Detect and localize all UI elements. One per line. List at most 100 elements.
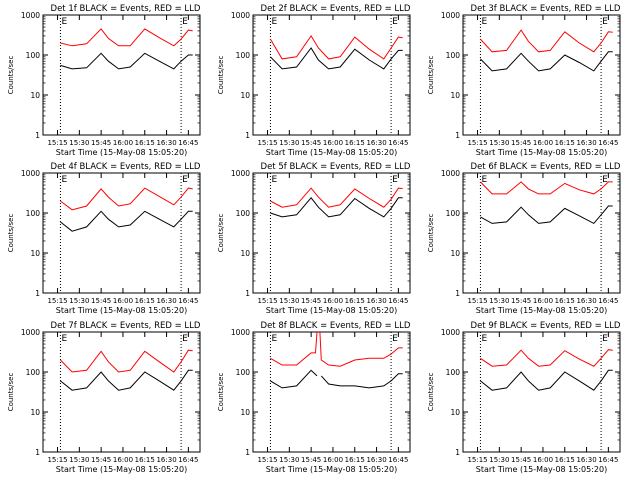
- plot-frame: [462, 14, 621, 136]
- x-tick-label: 16:15: [135, 456, 155, 464]
- y-tick-label: 10: [450, 408, 460, 417]
- chart-title: Det 3f BLACK = Events, RED = LLD: [471, 4, 621, 14]
- x-tick-label: 15:45: [511, 297, 531, 305]
- x-tick-label: 15:45: [91, 456, 111, 464]
- x-tick-label: 15:45: [511, 139, 531, 147]
- x-tick-label: 15:15: [47, 297, 67, 305]
- chart-panel-2: Det 2f BLACK = Events, RED = LLD Counts/s…: [217, 4, 411, 157]
- events-series-line: [480, 205, 613, 225]
- y-axis-label: Counts/sec: [217, 56, 225, 95]
- marker-label: E: [182, 334, 188, 344]
- chart-panel-1: Det 1f BLACK = Events, RED = LLD Counts/s…: [7, 4, 201, 157]
- events-series-line: [320, 373, 403, 389]
- events-series-line: [60, 369, 193, 391]
- x-tick-label: 16:15: [555, 456, 575, 464]
- x-tick-label: 15:30: [69, 456, 89, 464]
- y-axis-label: Counts/sec: [427, 56, 435, 95]
- x-tick-label: 16:45: [598, 456, 618, 464]
- plot-frame: [462, 172, 621, 294]
- y-tick-label: 1000: [21, 328, 40, 337]
- y-tick-label: 1: [35, 448, 40, 457]
- lld-series-line: [60, 187, 193, 211]
- y-axis-label: Counts/sec: [7, 373, 15, 412]
- x-tick-label: 16:00: [113, 139, 133, 147]
- x-tick-label: 16:00: [533, 297, 553, 305]
- y-tick-label: 100: [26, 209, 41, 218]
- x-tick-label: 15:15: [47, 456, 67, 464]
- x-tick-label: 16:00: [323, 297, 343, 305]
- marker-label: E: [182, 175, 188, 185]
- x-tick-label: 15:30: [489, 297, 509, 305]
- x-tick-label: 16:15: [345, 297, 365, 305]
- y-tick-label: 1000: [21, 169, 40, 178]
- lld-series-line: [60, 349, 193, 373]
- y-tick-label: 100: [446, 209, 461, 218]
- x-axis-label: Start Time (15-May-08 15:05:20): [476, 306, 607, 315]
- chart-title: Det 2f BLACK = Events, RED = LLD: [261, 4, 411, 14]
- chart-panel-6: Det 6f BLACK = Events, RED = LLD Counts/s…: [427, 162, 621, 315]
- x-tick-label: 15:45: [301, 456, 321, 464]
- x-tick-label: 16:30: [576, 456, 596, 464]
- x-axis-label: Start Time (15-May-08 15:05:20): [476, 148, 607, 157]
- y-tick-label: 10: [30, 408, 40, 417]
- y-tick-label: 1000: [21, 11, 40, 20]
- x-tick-label: 16:45: [388, 139, 408, 147]
- y-tick-label: 1: [455, 131, 460, 140]
- y-tick-label: 10: [30, 91, 40, 100]
- x-tick-label: 15:15: [257, 139, 277, 147]
- marker-label: E: [392, 175, 398, 185]
- lld-series-line: [270, 187, 403, 208]
- chart-title: Det 6f BLACK = Events, RED = LLD: [471, 162, 621, 172]
- y-axis-label: Counts/sec: [7, 56, 15, 95]
- y-tick-label: 100: [446, 51, 461, 60]
- x-tick-label: 16:30: [576, 139, 596, 147]
- y-tick-label: 100: [26, 51, 41, 60]
- events-series-line: [270, 197, 403, 218]
- y-tick-label: 10: [240, 91, 250, 100]
- chart-panel-3: Det 3f BLACK = Events, RED = LLD Counts/s…: [427, 4, 621, 157]
- x-tick-label: 15:45: [301, 139, 321, 147]
- chart-title: Det 1f BLACK = Events, RED = LLD: [51, 4, 201, 14]
- x-axis-label: Start Time (15-May-08 15:05:20): [266, 148, 397, 157]
- y-tick-label: 1000: [441, 11, 460, 20]
- y-tick-label: 1000: [231, 328, 250, 337]
- x-tick-label: 16:00: [113, 456, 133, 464]
- plot-frame: [42, 331, 201, 453]
- y-axis-label: Counts/sec: [217, 373, 225, 412]
- y-tick-label: 1000: [231, 11, 250, 20]
- y-tick-label: 100: [26, 368, 41, 377]
- lld-series-line: [480, 29, 613, 53]
- y-tick-label: 1000: [441, 328, 460, 337]
- x-tick-label: 16:30: [156, 297, 176, 305]
- x-tick-label: 15:30: [69, 297, 89, 305]
- y-tick-label: 100: [236, 209, 251, 218]
- x-tick-label: 15:30: [279, 456, 299, 464]
- plot-frame: [252, 172, 411, 294]
- x-axis-label: Start Time (15-May-08 15:05:20): [266, 306, 397, 315]
- x-tick-label: 16:30: [366, 456, 386, 464]
- marker-label: E: [61, 17, 67, 27]
- y-axis-label: Counts/sec: [217, 214, 225, 253]
- x-tick-label: 15:30: [279, 297, 299, 305]
- chart-panel-7: Det 7f BLACK = Events, RED = LLD Counts/s…: [7, 321, 201, 474]
- y-tick-label: 1: [245, 131, 250, 140]
- marker-label: E: [602, 175, 608, 185]
- y-tick-label: 10: [450, 249, 460, 258]
- x-tick-label: 16:15: [135, 139, 155, 147]
- x-tick-label: 16:45: [598, 139, 618, 147]
- marker-label: E: [602, 17, 608, 27]
- y-tick-label: 10: [240, 249, 250, 258]
- lld-series-line: [269, 34, 403, 60]
- lld-series-line: [319, 331, 403, 367]
- y-tick-label: 1: [35, 131, 40, 140]
- marker-label: E: [481, 175, 487, 185]
- x-axis-label: Start Time (15-May-08 15:05:20): [266, 465, 397, 474]
- plot-frame: [252, 14, 411, 136]
- y-tick-label: 1: [455, 448, 460, 457]
- x-tick-label: 15:30: [489, 139, 509, 147]
- x-tick-label: 16:30: [156, 456, 176, 464]
- x-tick-label: 16:15: [555, 139, 575, 147]
- x-tick-label: 16:30: [156, 139, 176, 147]
- chart-title: Det 8f BLACK = Events, RED = LLD: [261, 321, 411, 331]
- chart-title: Det 4f BLACK = Events, RED = LLD: [51, 162, 201, 172]
